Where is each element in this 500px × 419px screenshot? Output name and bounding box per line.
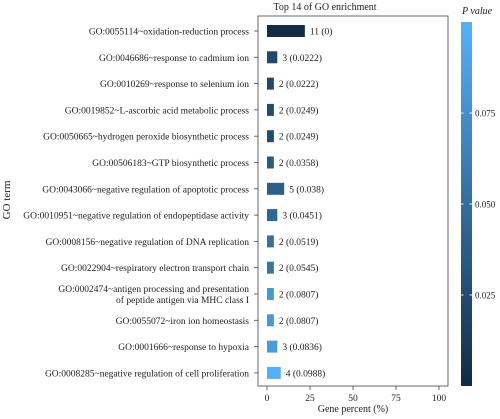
bar-value-label: 2 (0.0249) xyxy=(279,105,319,116)
chart-title: Top 14 of GO enrichment xyxy=(273,2,376,13)
bar-value-label: 3 (0.0222) xyxy=(282,53,322,64)
category-label-line: GO:0055072~iron ion homeostasis xyxy=(116,317,250,327)
category-label: GO:0008156~negative regulation of DNA re… xyxy=(45,237,249,248)
bars xyxy=(267,25,305,379)
category-label-line: GO:0002474~antigen processing and presen… xyxy=(58,285,249,295)
category-label: GO:00506183~GTP biosynthetic process xyxy=(92,159,249,169)
category-label-line: GO:0022904~respiratory electron transpor… xyxy=(61,264,249,274)
category-label-line: GO:0008156~negative regulation of DNA re… xyxy=(45,237,249,248)
category-label-line: GO:0055114~oxidation-reduction process xyxy=(89,28,249,38)
x-tick-label: 50 xyxy=(348,394,358,404)
bar xyxy=(267,156,274,169)
bar-value-label: 3 (0.0451) xyxy=(282,211,322,222)
x-axis: 0 25 50 75 100 xyxy=(265,386,447,404)
category-label: GO:0055114~oxidation-reduction process xyxy=(89,28,249,38)
bar-value-label: 4 (0.0988) xyxy=(286,368,326,379)
category-label: GO:0008285~negative regulation of cell p… xyxy=(45,368,249,379)
category-label: GO:0002474~antigen processing and presen… xyxy=(58,285,249,306)
bar xyxy=(267,288,274,300)
category-label-line: GO:0046686~response to cadmium ion xyxy=(99,54,249,64)
category-label-line: of peptide antigen via MHC class I xyxy=(116,295,249,306)
category-label-line: GO:0008285~negative regulation of cell p… xyxy=(45,368,249,379)
y-axis-title: GO term xyxy=(1,180,13,219)
bar xyxy=(267,235,274,248)
category-label-line: GO:0001666~response to hypoxia xyxy=(118,343,250,353)
colorbar-tick-label: 0.075 xyxy=(475,109,496,119)
category-label: GO:0050665~hydrogen peroxide biosyntheti… xyxy=(43,133,249,143)
bar xyxy=(267,209,278,222)
category-label-line: GO:00506183~GTP biosynthetic process xyxy=(92,159,249,169)
category-label: GO:0010269~response to selenium ion xyxy=(100,80,249,90)
bar xyxy=(267,77,274,90)
category-label-line: GO:0043066~negative regulation of apopto… xyxy=(42,184,249,195)
bar xyxy=(267,366,281,379)
bar-value-label: 2 (0.0519) xyxy=(279,237,319,248)
colorbar-gradient xyxy=(461,22,472,386)
bar-value-label: 2 (0.0222) xyxy=(279,79,319,90)
category-label: GO:0055072~iron ion homeostasis xyxy=(116,317,250,327)
bar-value-label: 2 (0.0807) xyxy=(279,316,319,327)
bar-value-label: 2 (0.0545) xyxy=(279,263,319,274)
bar xyxy=(267,314,274,327)
y-axis-ticks xyxy=(254,30,258,374)
x-tick-label: 75 xyxy=(391,394,401,404)
bar xyxy=(267,130,274,143)
colorbar-ticks: 0.025 0.050 0.075 xyxy=(461,109,496,301)
category-label-line: GO:0010951~negative regulation of endope… xyxy=(23,211,249,222)
bar-value-label: 11 (0) xyxy=(310,27,333,38)
plot-frame xyxy=(257,15,449,387)
x-axis-title: Gene percent (%) xyxy=(318,404,389,415)
category-label-line: GO:0019852~L-ascorbic acid metabolic pro… xyxy=(65,106,250,116)
category-label: GO:0022904~respiratory electron transpor… xyxy=(61,264,249,274)
category-label: GO:0043066~negative regulation of apopto… xyxy=(42,184,249,195)
colorbar-title: P value xyxy=(461,6,493,17)
colorbar-tick-label: 0.050 xyxy=(475,200,496,210)
bar-value-label: 2 (0.0249) xyxy=(279,132,319,143)
bar-value-label: 2 (0.0358) xyxy=(279,158,319,169)
bar-value-label: 2 (0.0807) xyxy=(279,290,319,301)
bar xyxy=(267,182,285,195)
x-tick-label: 0 xyxy=(265,394,270,404)
bar-value-label: 5 (0.038) xyxy=(289,184,324,195)
category-labels: GO:0055114~oxidation-reduction process GO… xyxy=(23,28,249,380)
category-label-line: GO:0050665~hydrogen peroxide biosyntheti… xyxy=(43,133,249,143)
x-tick-label: 100 xyxy=(432,394,447,404)
bar xyxy=(267,340,278,353)
colorbar-tick-label: 0.025 xyxy=(475,291,496,301)
category-label: GO:0019852~L-ascorbic acid metabolic pro… xyxy=(65,106,250,116)
category-label: GO:0001666~response to hypoxia xyxy=(118,343,250,353)
bar xyxy=(267,25,305,37)
bar-value-label: 3 (0.0836) xyxy=(282,342,322,353)
category-label-line: GO:0010269~response to selenium ion xyxy=(100,80,249,90)
category-label: GO:0010951~negative regulation of endope… xyxy=(23,211,249,222)
bar-labels: 11 (0) 3 (0.0222) 2 (0.0222) 2 (0.0249) 2 (0… xyxy=(279,27,333,380)
category-label: GO:0046686~response to cadmium ion xyxy=(99,54,249,64)
x-tick-label: 25 xyxy=(305,394,315,404)
bar xyxy=(267,51,278,64)
bar xyxy=(267,103,274,116)
bar xyxy=(267,261,274,274)
